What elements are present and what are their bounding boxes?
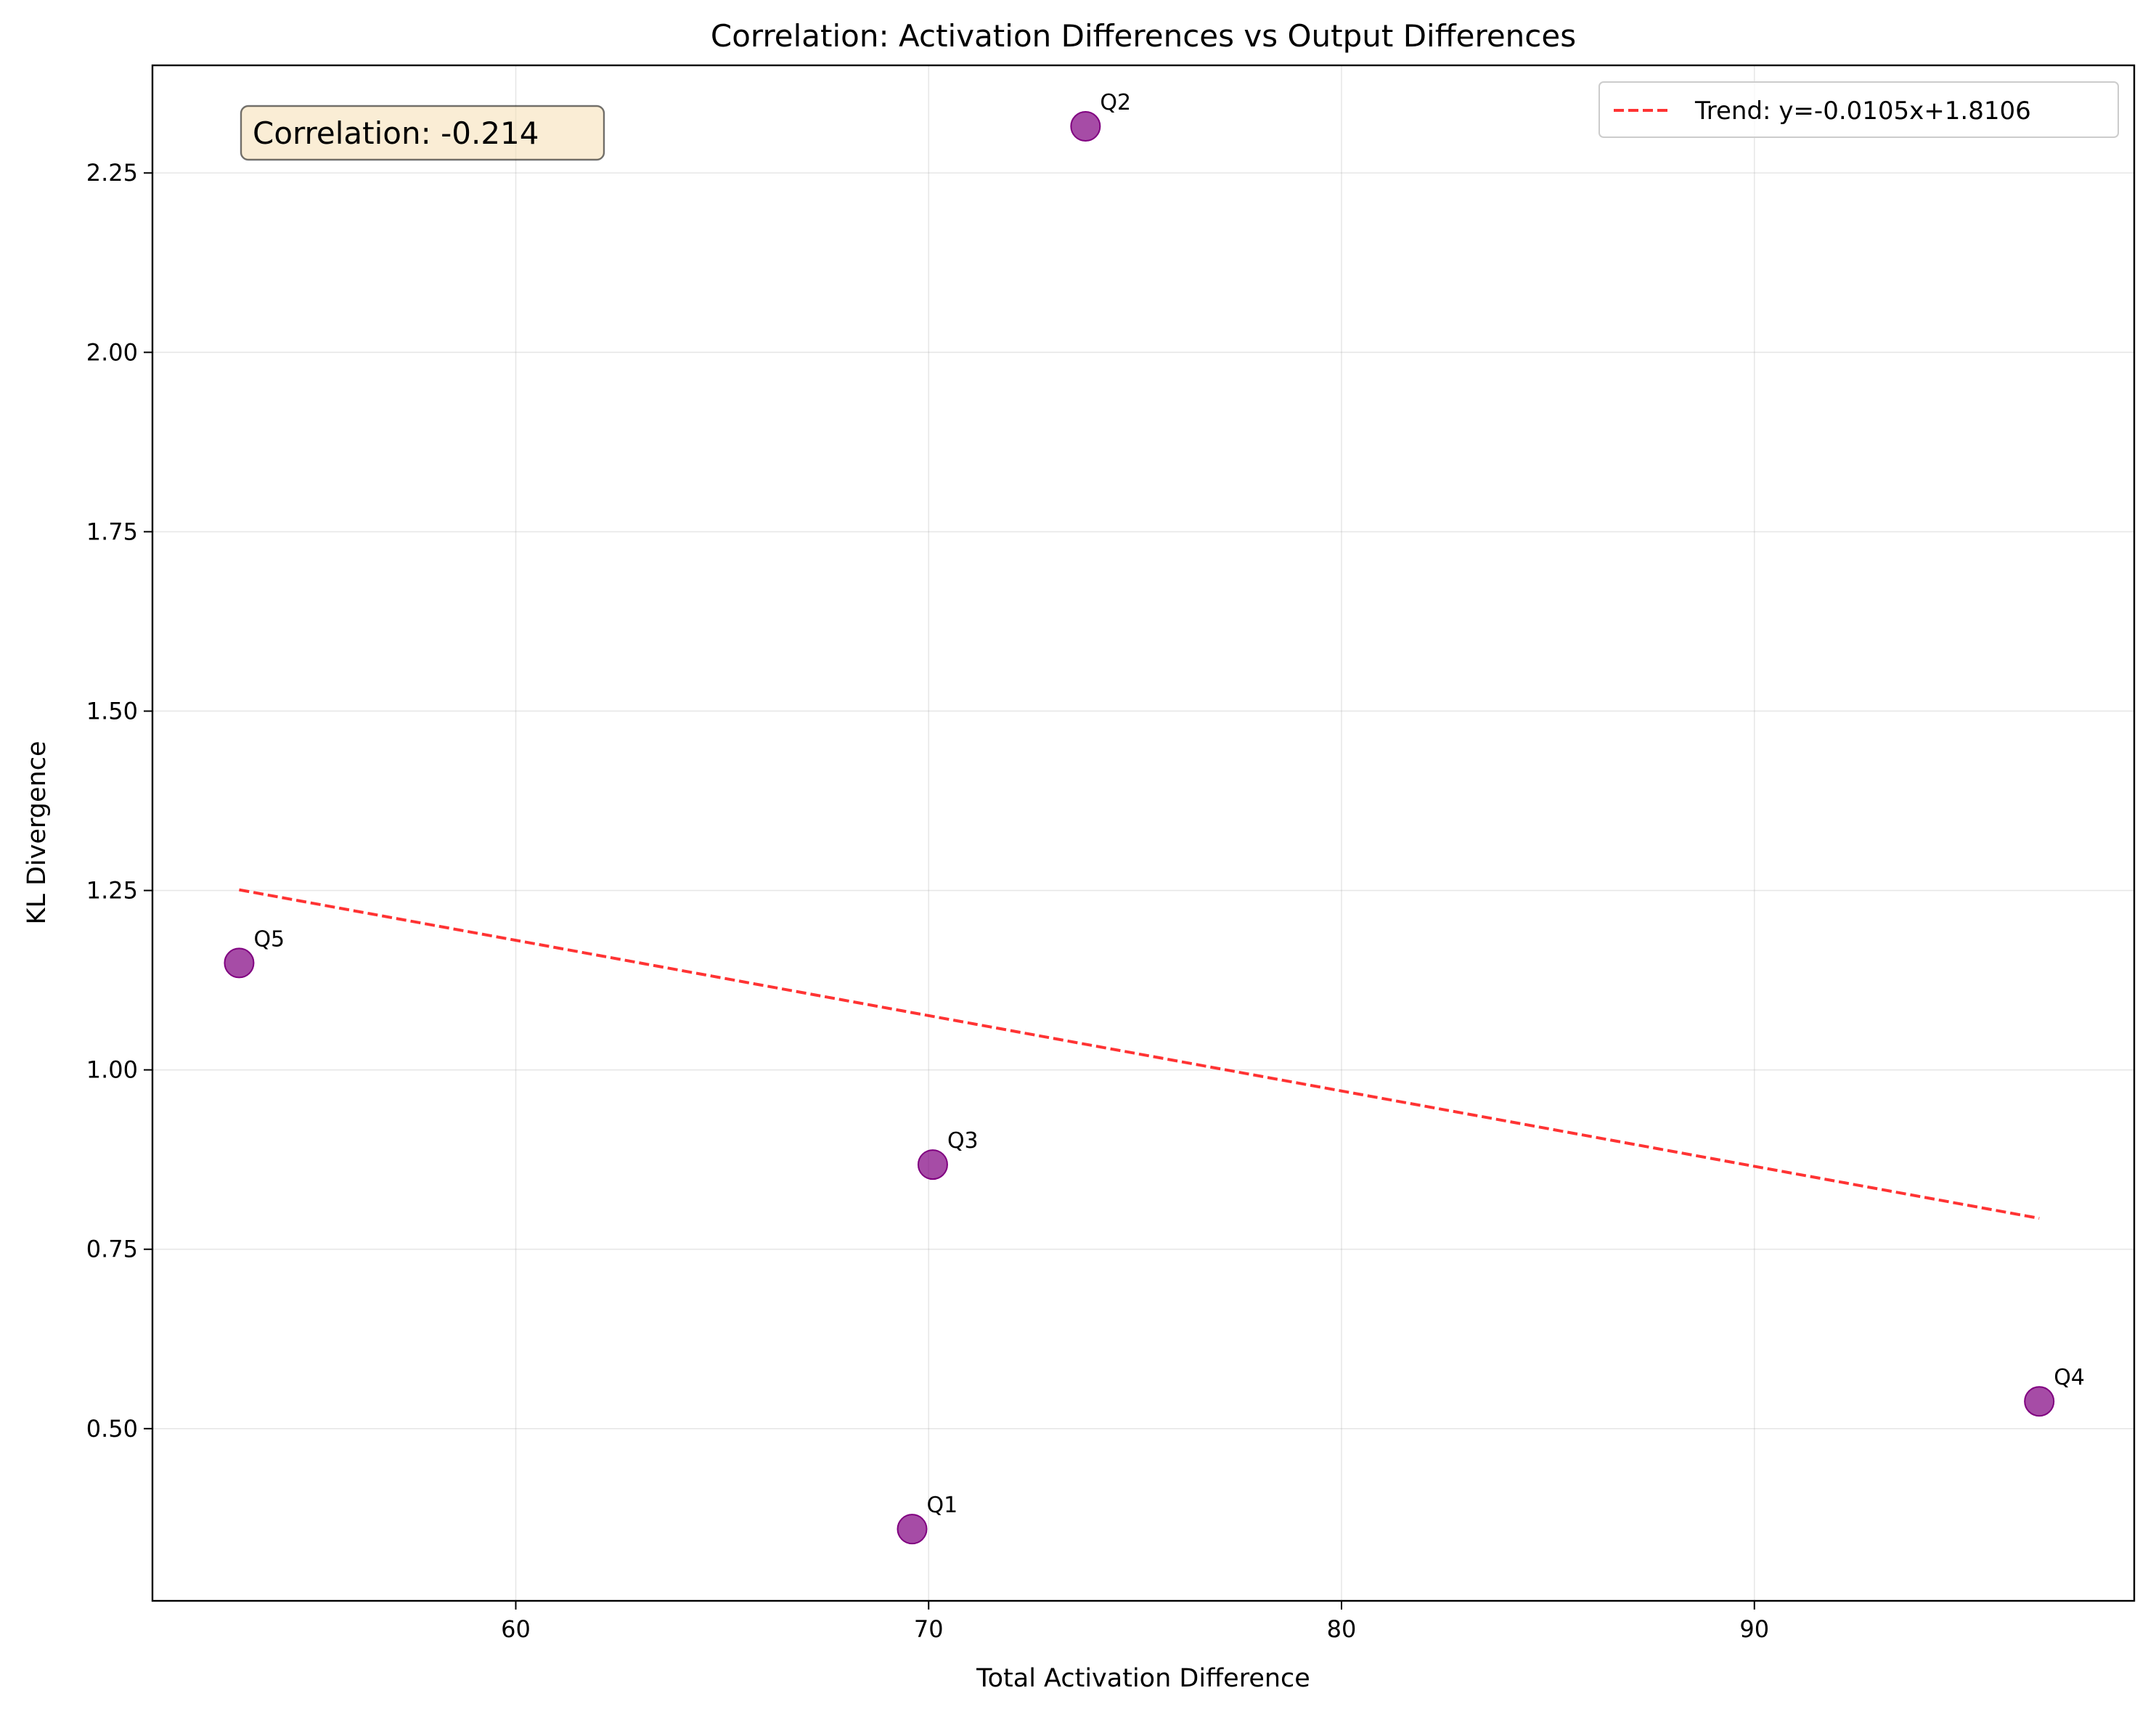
y-tick-label: 1.25	[86, 877, 138, 905]
point-label: Q5	[253, 926, 285, 952]
trend-line	[239, 888, 2040, 1220]
x-tick-label: 60	[501, 1615, 531, 1643]
y-tick-label: 1.00	[86, 1056, 138, 1084]
x-axis: 60 70 80 90	[501, 1601, 1769, 1643]
point-label: Q1	[927, 1493, 958, 1518]
y-tick-label: 2.25	[86, 159, 138, 187]
annotation-box	[240, 105, 605, 161]
data-point	[897, 1514, 928, 1545]
x-tick-label: 90	[1739, 1615, 1769, 1643]
annotation-text: Correlation: -0.214	[253, 115, 539, 151]
data-point	[917, 1149, 948, 1180]
y-axis: 0.50 0.75 1.00 1.25 1.50 1.75 2.00 2.25	[86, 159, 152, 1443]
data-point	[1070, 111, 1101, 142]
y-tick-label: 2.00	[86, 338, 138, 366]
point-label: Q4	[2054, 1365, 2085, 1390]
point-label: Q2	[1100, 90, 1131, 115]
y-tick-label: 0.50	[86, 1415, 138, 1443]
legend-trend-label: Trend: y=-0.0105x+1.8106	[1694, 97, 2031, 126]
trend-layer	[239, 888, 2040, 1220]
correlation-annotation: Correlation: -0.214	[240, 105, 605, 161]
x-tick-label: 70	[914, 1615, 944, 1643]
legend: Trend: y=-0.0105x+1.8106	[1598, 81, 2119, 138]
y-axis-label: KL Divergence	[23, 741, 52, 925]
data-point	[224, 947, 255, 979]
y-tick-label: 1.50	[86, 697, 138, 725]
y-tick-label: 1.75	[86, 518, 138, 545]
legend-box	[1598, 81, 2119, 138]
x-axis-label: Total Activation Difference	[976, 1664, 1310, 1693]
chart-title: Correlation: Activation Differences vs O…	[711, 18, 1576, 54]
x-tick-label: 80	[1327, 1615, 1357, 1643]
point-label: Q3	[947, 1128, 979, 1154]
y-tick-label: 0.75	[86, 1236, 138, 1263]
plot-area-frame	[151, 64, 2136, 1602]
data-point	[2024, 1386, 2055, 1417]
grid	[152, 65, 2134, 1601]
points-layer: Q1 Q2 Q3 Q4 Q5	[224, 90, 2085, 1545]
